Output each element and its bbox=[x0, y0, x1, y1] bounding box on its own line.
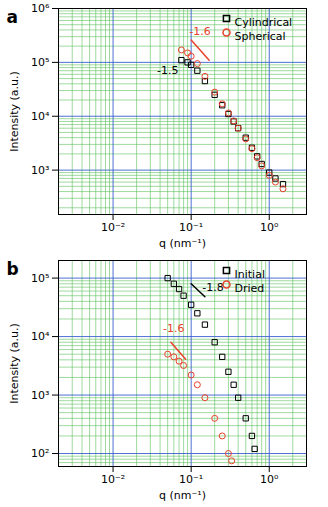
svg-text:10²: 10² bbox=[31, 447, 49, 460]
svg-text:10⁰: 10⁰ bbox=[260, 221, 279, 234]
svg-text:10⁶: 10⁶ bbox=[31, 2, 50, 15]
svg-text:10⁻²: 10⁻² bbox=[101, 221, 125, 234]
svg-text:a: a bbox=[7, 7, 18, 27]
svg-text:10⁻¹: 10⁻¹ bbox=[179, 473, 203, 486]
svg-text:Spherical: Spherical bbox=[235, 30, 286, 43]
svg-text:10⁵: 10⁵ bbox=[31, 272, 49, 285]
svg-text:-1.6: -1.6 bbox=[163, 322, 184, 335]
svg-text:10⁴: 10⁴ bbox=[31, 330, 50, 343]
svg-text:b: b bbox=[7, 259, 19, 279]
svg-text:Initial: Initial bbox=[235, 268, 265, 281]
svg-text:10⁵: 10⁵ bbox=[31, 56, 49, 69]
svg-text:10³: 10³ bbox=[31, 164, 49, 177]
svg-text:10⁰: 10⁰ bbox=[260, 473, 279, 486]
svg-text:q (nm⁻¹): q (nm⁻¹) bbox=[159, 489, 206, 502]
svg-text:-1.6: -1.6 bbox=[189, 25, 210, 38]
svg-text:-1.8: -1.8 bbox=[202, 281, 223, 294]
svg-text:-1.5: -1.5 bbox=[157, 64, 178, 77]
svg-text:Cylindrical: Cylindrical bbox=[235, 16, 293, 29]
svg-text:Intensity (a.u.): Intensity (a.u.) bbox=[8, 71, 21, 152]
svg-text:10⁻²: 10⁻² bbox=[101, 473, 125, 486]
svg-text:10⁴: 10⁴ bbox=[31, 110, 50, 123]
svg-text:Intensity (a.u.): Intensity (a.u.) bbox=[8, 323, 21, 404]
svg-text:10³: 10³ bbox=[31, 389, 49, 402]
svg-text:q (nm⁻¹): q (nm⁻¹) bbox=[159, 237, 206, 250]
svg-text:Dried: Dried bbox=[235, 282, 265, 295]
svg-text:10⁻¹: 10⁻¹ bbox=[179, 221, 203, 234]
